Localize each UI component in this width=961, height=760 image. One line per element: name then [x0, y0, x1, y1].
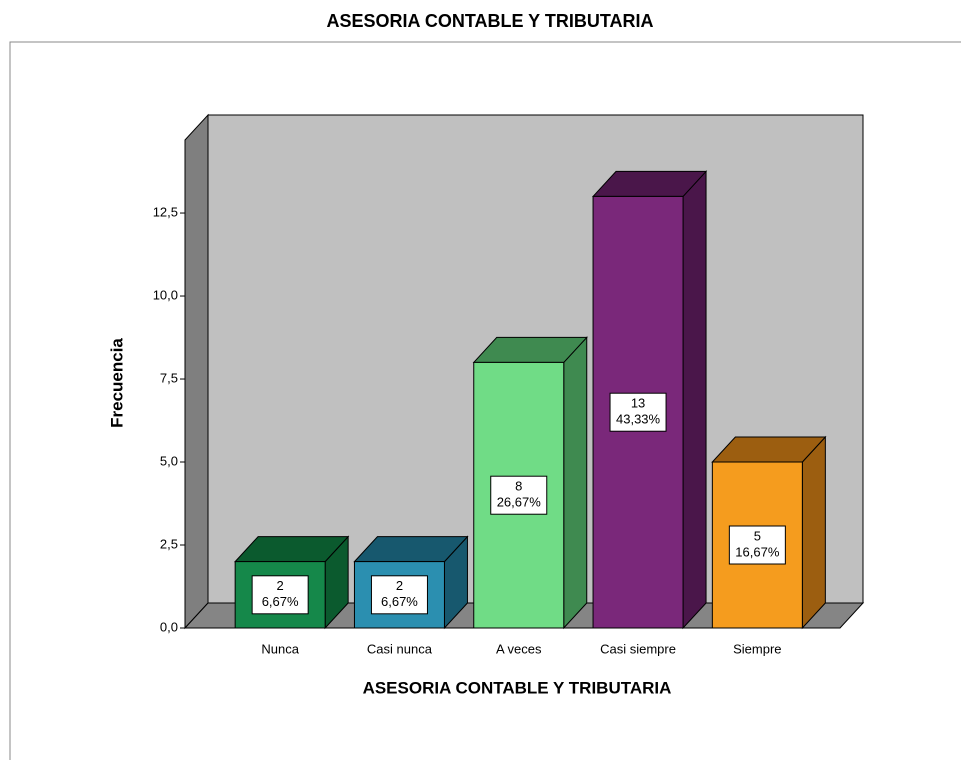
- side-wall: [184, 113, 209, 630]
- percent-label: 6,67%: [381, 594, 418, 609]
- chart-title: ASESORIA CONTABLE Y TRIBUTARIA: [326, 11, 653, 31]
- value-label-box: [490, 475, 548, 515]
- y-tick-label: 5,0: [160, 453, 178, 468]
- bar-side: [682, 170, 707, 630]
- percent-label: 16,67%: [735, 544, 780, 559]
- y-tick-label: 0,0: [160, 619, 178, 634]
- y-axis-title: Frecuencia: [107, 338, 126, 428]
- value-label-box: [251, 575, 309, 615]
- value-label: 8: [515, 479, 522, 494]
- bar-side: [801, 435, 826, 630]
- value-label: 2: [396, 578, 403, 593]
- value-label-box: [609, 392, 667, 432]
- value-label: 2: [277, 578, 284, 593]
- y-tick-label: 2,5: [160, 536, 178, 551]
- value-label: 13: [631, 396, 645, 411]
- x-tick-label: A veces: [496, 641, 542, 656]
- x-tick-label: Casi nunca: [367, 641, 433, 656]
- value-label: 5: [754, 528, 761, 543]
- bar-side: [563, 336, 588, 630]
- y-tick-label: 10,0: [153, 287, 178, 302]
- x-tick-label: Nunca: [261, 641, 299, 656]
- y-tick-label: 12,5: [153, 204, 178, 219]
- percent-label: 43,33%: [616, 412, 661, 427]
- percent-label: 6,67%: [262, 594, 299, 609]
- value-label-box: [370, 575, 428, 615]
- value-label-box: [728, 525, 786, 565]
- x-tick-label: Siempre: [733, 641, 781, 656]
- percent-label: 26,67%: [497, 495, 542, 510]
- x-tick-label: Casi siempre: [600, 641, 676, 656]
- y-tick-label: 7,5: [160, 370, 178, 385]
- x-axis-title: ASESORIA CONTABLE Y TRIBUTARIA: [363, 678, 672, 697]
